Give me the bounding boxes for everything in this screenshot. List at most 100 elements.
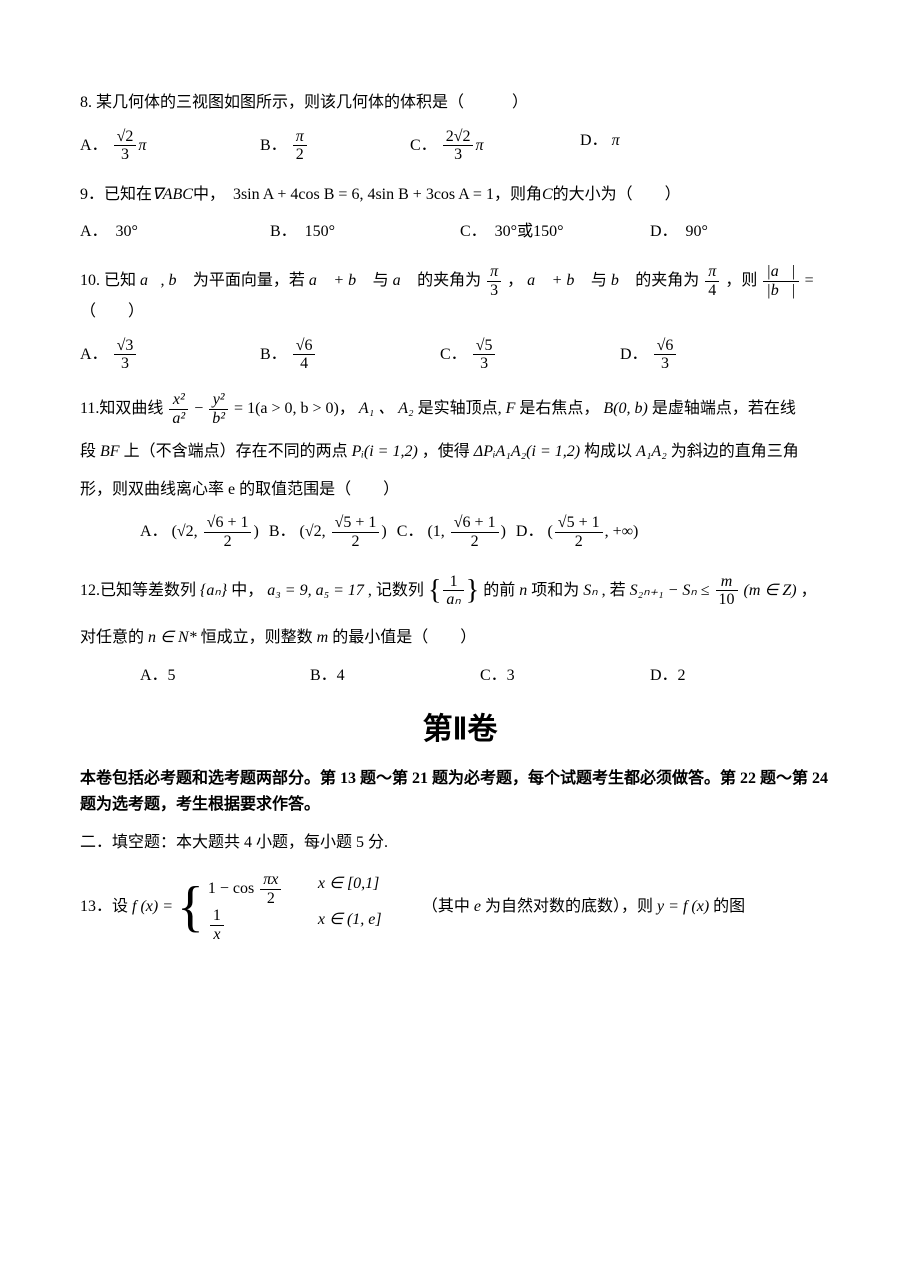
- q9-pre: 9．已知在: [80, 186, 152, 203]
- q11-y2: y²: [209, 391, 228, 410]
- q12-seq: 1aₙ: [443, 573, 463, 609]
- q10-mid7: ，则: [725, 272, 757, 289]
- q9-option-a: A． 30°: [80, 219, 270, 245]
- q13-r1f: πx2: [260, 871, 281, 907]
- q11-l2m3: 构成以: [584, 443, 632, 460]
- q13-yfx: y = f (x): [657, 898, 709, 915]
- q13-r1d: 2: [260, 890, 281, 908]
- q13-rows: 1 − cos πx2 x ∈ [0,1] 1x x ∈ (1, e]: [208, 871, 418, 943]
- q13-row2: 1x x ∈ (1, e]: [208, 907, 418, 943]
- q13-row1: 1 − cos πx2 x ∈ [0,1]: [208, 871, 418, 907]
- q10-ab2: a⃗ + b⃗: [309, 272, 369, 289]
- q10-rn: |a⃗|: [763, 263, 798, 282]
- q12-options: A．5 B．4 C．3 D．2: [80, 663, 840, 689]
- q8-b-den: 2: [293, 146, 307, 164]
- q10-mid1: 为平面向量，若: [193, 272, 305, 289]
- question-12: 12.已知等差数列 {aₙ} 中， a₃ = 9, a₅ = 17 , 记数列 …: [80, 569, 840, 689]
- q10-a2n: π: [705, 263, 719, 282]
- q12-line2: 对任意的 n ∈ N* 恒成立，则整数 m 的最小值是（ ）: [80, 625, 840, 651]
- question-11: 11.知双曲线 x²a² − y²b² = 1(a > 0, b > 0)， A…: [80, 391, 840, 551]
- q8-a-frac: √2 3: [114, 128, 137, 164]
- q12-pre: 12.已知等差数列: [80, 582, 196, 599]
- q10-ab3: a⃗ + b⃗: [527, 272, 587, 289]
- q12-m4: 项和为: [531, 582, 579, 599]
- q11b-n: √5 + 1: [332, 514, 380, 533]
- q11-option-c: C． (1, √6 + 12): [397, 514, 506, 550]
- q10a-d: 3: [114, 355, 137, 373]
- q11-x2: x²: [169, 391, 188, 410]
- q10-option-d: D． √63: [620, 337, 800, 373]
- q13-r2n: 1: [210, 907, 224, 926]
- q10d-d: 3: [654, 355, 677, 373]
- q8-b-frac: π 2: [293, 128, 307, 164]
- q8-c-num: 2√2: [443, 128, 474, 147]
- q11b-f: √5 + 12: [332, 514, 380, 550]
- q12-option-b: B．4: [310, 663, 480, 689]
- q11a-c: ): [253, 523, 258, 540]
- q11-line1: 11.知双曲线 x²a² − y²b² = 1(a > 0, b > 0)， A…: [80, 391, 840, 427]
- q8-d-val: π: [612, 132, 620, 149]
- section-2-instr1: 本卷包括必考题和选考题两部分。第 13 题～第 21 题为必考题，每个试题考生都…: [80, 766, 840, 817]
- q11-l2m2: ，使得: [422, 443, 470, 460]
- q11-m1: 是实轴顶点,: [418, 400, 502, 417]
- q9-option-d: D． 90°: [650, 219, 840, 245]
- q10-a2d: 4: [705, 282, 719, 300]
- q13-e: e: [474, 898, 481, 915]
- q10-angle2: π 4: [705, 263, 719, 299]
- q10-mid4: ，: [507, 272, 523, 289]
- q9-options: A． 30° B． 150° C． 30°或150° D． 90°: [80, 219, 840, 245]
- q13-r1n: πx: [260, 871, 281, 890]
- q12-lbrace: {: [428, 575, 441, 606]
- q11-A12: A₁ 、 A₂: [359, 400, 414, 417]
- q11b-d: 2: [332, 533, 380, 551]
- q13-r2c: x ∈ (1, e]: [318, 907, 418, 943]
- q8-text: 8. 某几何体的三视图如图所示，则该几何体的体积是（ ）: [80, 90, 840, 116]
- q12-option-a: A．5: [140, 663, 310, 689]
- q10-mid5: 与: [591, 272, 607, 289]
- q12-m2: , 记数列: [368, 582, 424, 599]
- q13-r1c: x ∈ [0,1]: [318, 871, 418, 907]
- q12-md: 10: [716, 591, 738, 609]
- q10a-n: √3: [114, 337, 137, 356]
- q12-m3: 的前: [483, 582, 515, 599]
- q11-l2post: 为斜边的直角三角: [671, 443, 799, 460]
- q10a-f: √33: [114, 337, 137, 373]
- q11-hy: y²b²: [209, 391, 228, 427]
- q11b-l: B．: [269, 523, 296, 540]
- q10-options: A． √33 B． √64 C． √53 D． √63: [80, 337, 840, 373]
- q8-option-a: A． √2 3 π: [80, 128, 260, 164]
- q13-pre: 13．设: [80, 898, 128, 915]
- q13-r1e: 1 − cos: [208, 880, 254, 897]
- q10d-n: √6: [654, 337, 677, 356]
- q11-minus: −: [194, 400, 207, 417]
- q11-F: F: [506, 400, 516, 417]
- q10d-l: D．: [620, 346, 648, 363]
- q11d-l: D．: [516, 523, 544, 540]
- q10c-f: √53: [473, 337, 496, 373]
- q11-pre: 11.知双曲线: [80, 400, 163, 417]
- q11-line3: 形，则双曲线离心率 e 的取值范围是（ ）: [80, 477, 840, 503]
- q12-ineq: S₂ₙ₊₁ − Sₙ ≤: [630, 582, 714, 599]
- q10d-f: √63: [654, 337, 677, 373]
- q11c-f: √6 + 12: [451, 514, 499, 550]
- q10b-n: √6: [293, 337, 316, 356]
- q11-BF: BF: [100, 443, 120, 460]
- q8-c-den: 3: [443, 146, 474, 164]
- q10b-l: B．: [260, 346, 287, 363]
- q12-mZ: (m ∈ Z): [744, 582, 797, 599]
- q8-option-b: B． π 2: [260, 128, 410, 164]
- q11-line2: 段 BF 上（不含端点）存在不同的两点 Pᵢ(i = 1,2) ，使得 ΔPᵢA…: [80, 439, 840, 465]
- q10-option-b: B． √64: [260, 337, 440, 373]
- q12-l2pre: 对任意的: [80, 629, 144, 646]
- q13-r2expr: 1x: [208, 907, 318, 943]
- q11d-c: , +∞): [605, 523, 639, 540]
- q9-post: 的大小为（ ）: [553, 186, 681, 203]
- q11b-c: ): [381, 523, 386, 540]
- q11-b2: b²: [209, 410, 228, 428]
- q12-n: n: [519, 582, 527, 599]
- q11a-l: A．: [140, 523, 168, 540]
- q12-option-c: C．3: [480, 663, 650, 689]
- q11a-f: √6 + 12: [204, 514, 252, 550]
- q8-c-label: C．: [410, 136, 437, 153]
- q11c-n: √6 + 1: [451, 514, 499, 533]
